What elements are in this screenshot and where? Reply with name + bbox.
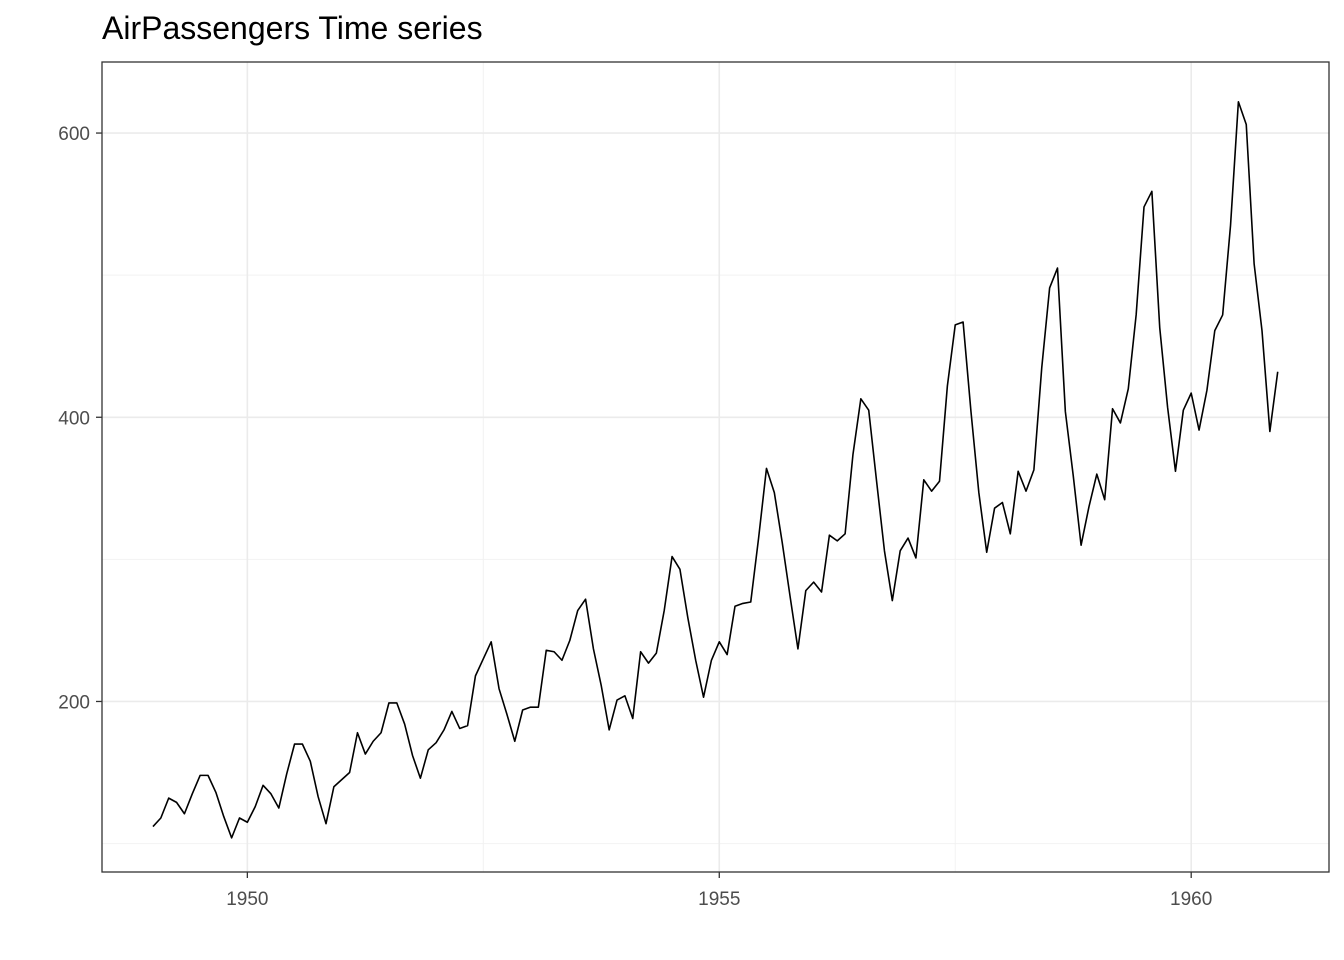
x-tick-label: 1955 bbox=[698, 889, 740, 910]
plot-border bbox=[101, 61, 1330, 873]
series-line bbox=[152, 100, 1279, 839]
x-tick-label: 1960 bbox=[1170, 889, 1212, 910]
y-tick-label: 400 bbox=[58, 408, 90, 429]
plot-background bbox=[102, 62, 1329, 872]
x-tick-label: 1950 bbox=[226, 889, 268, 910]
y-tick-label: 200 bbox=[58, 692, 90, 713]
chart-title: AirPassengers Time series bbox=[102, 10, 483, 46]
y-tick-label: 600 bbox=[58, 124, 90, 145]
axis-group: 1950 1955 1960 200 400 600 bbox=[58, 124, 1212, 910]
series-group bbox=[152, 100, 1279, 839]
grid-lines bbox=[102, 62, 1329, 872]
